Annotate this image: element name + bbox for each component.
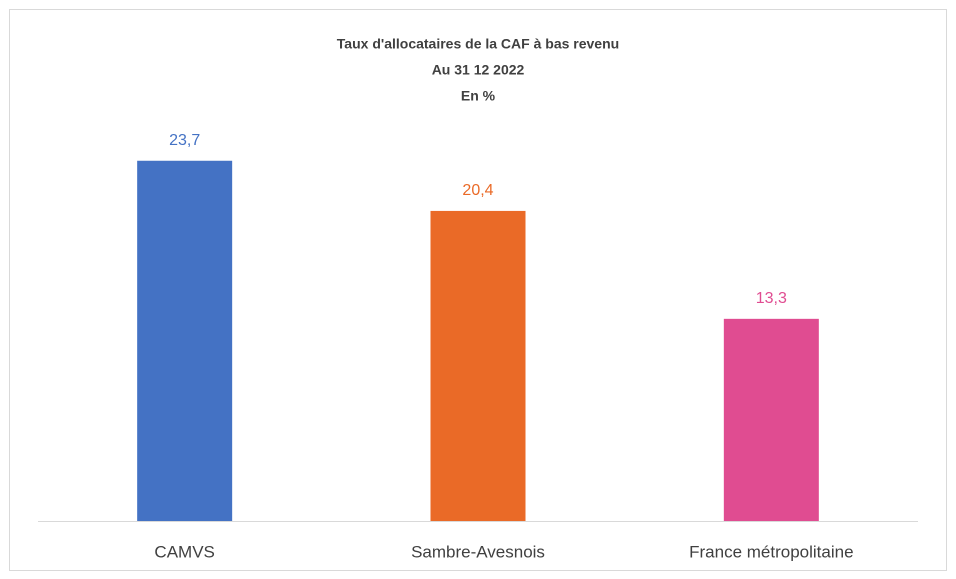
unit-label: En % xyxy=(461,88,496,104)
x-tick-label: France métropolitaine xyxy=(689,542,853,561)
bar xyxy=(137,160,233,521)
value-label: 20,4 xyxy=(462,182,493,199)
bar xyxy=(430,210,526,522)
chart-title: Taux d'allocataires de la CAF à bas reve… xyxy=(337,36,619,52)
x-tick-label: Sambre-Avesnois xyxy=(411,542,545,561)
bar xyxy=(723,318,819,521)
value-label: 13,3 xyxy=(756,290,787,307)
value-label: 23,7 xyxy=(169,132,200,149)
chart-subtitle: Au 31 12 2022 xyxy=(432,62,525,78)
x-tick-label: CAMVS xyxy=(154,542,214,561)
